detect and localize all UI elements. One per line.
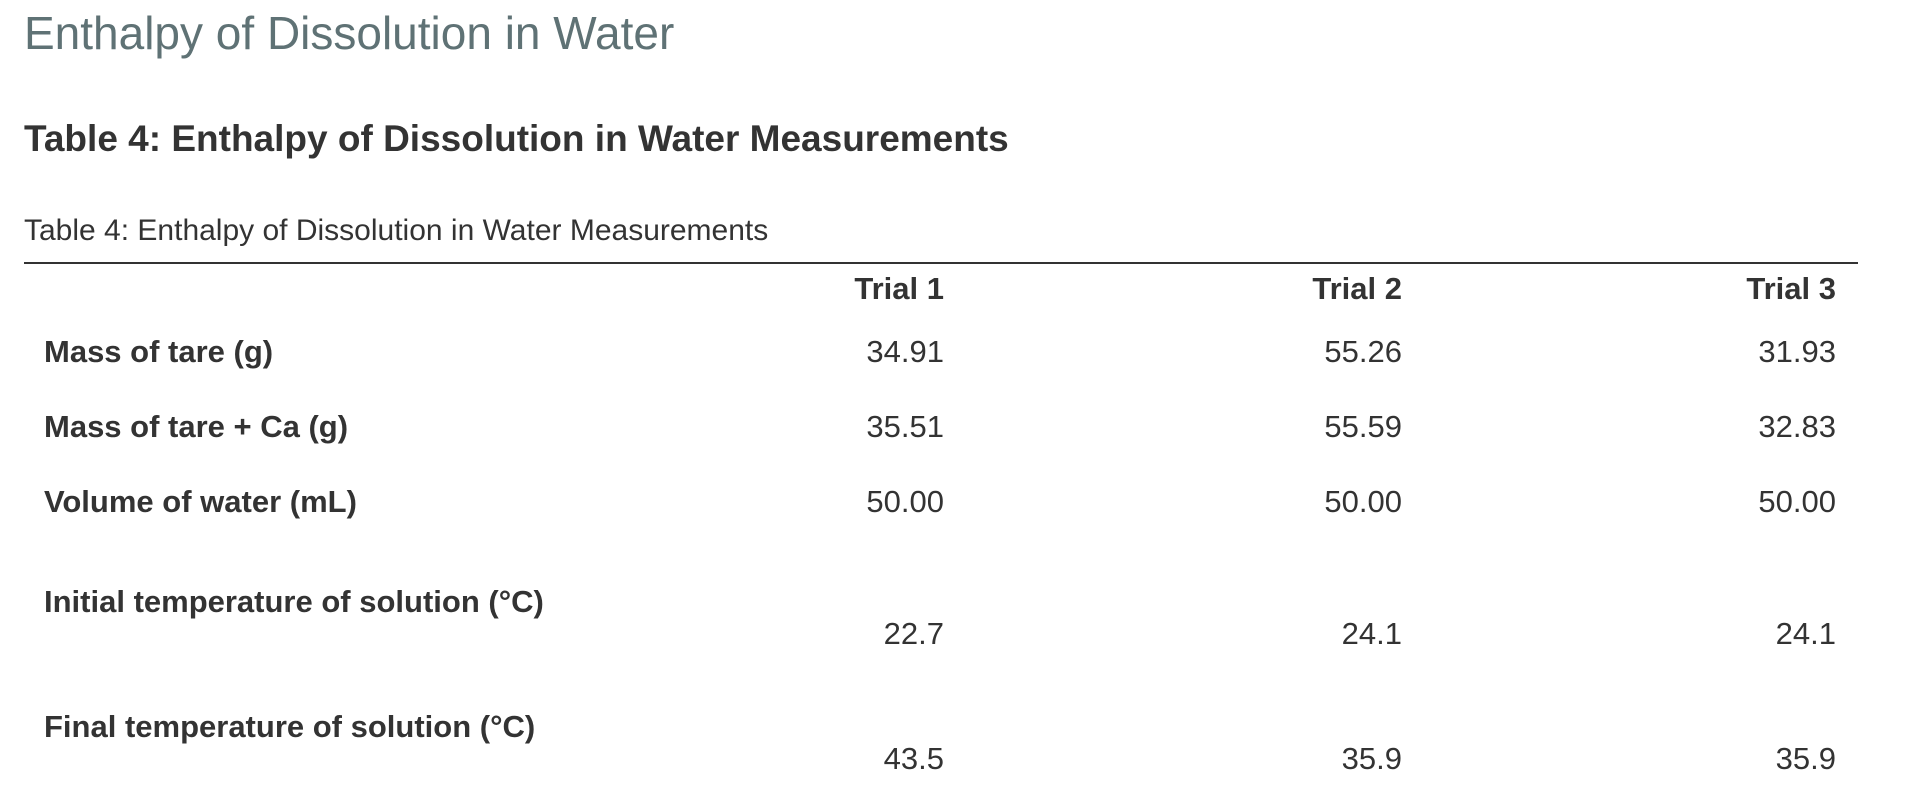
row-label: Mass of tare + Ca (g) [44,408,349,444]
table-row: Mass of tare + Ca (g) 35.51 55.59 32.83 [24,389,1858,464]
cell-value: 24.1 [1341,616,1402,651]
cell-value: 24.1 [1775,616,1836,651]
cell-value: 34.91 [866,333,944,369]
table-row: Initial temperature of solution (°C) 22.… [24,539,1858,664]
row-label: Volume of water (mL) [44,483,357,519]
cell-value: 50.00 [1324,483,1402,519]
cell-value: 35.51 [866,408,944,444]
cell-value: 55.26 [1324,333,1402,369]
cell-value: 55.59 [1324,408,1402,444]
cell-value: 50.00 [866,483,944,519]
column-header-trial-2: Trial 2 [1312,271,1402,306]
table-caption: Table 4: Enthalpy of Dissolution in Wate… [24,214,769,247]
row-label: Mass of tare (g) [44,333,274,369]
cell-value: 50.00 [1758,483,1836,519]
cell-value: 43.5 [883,741,944,776]
cell-value: 22.7 [883,616,944,651]
table-row: Volume of water (mL) 50.00 50.00 50.00 [24,464,1858,539]
caption-rule [24,262,1858,264]
table-header-row: Trial 1 Trial 2 Trial 3 [24,264,1858,314]
cell-value: 35.9 [1775,741,1836,776]
section-heading: Table 4: Enthalpy of Dissolution in Wate… [24,118,1009,159]
table-row: Final temperature of solution (°C) 43.5 … [24,664,1858,789]
column-header-label [24,264,594,314]
measurements-table: Trial 1 Trial 2 Trial 3 Mass of tare (g)… [24,264,1858,789]
page-title: Enthalpy of Dissolution in Water [24,7,675,59]
cell-value: 32.83 [1758,408,1836,444]
column-header-trial-1: Trial 1 [854,271,944,306]
table-row: Mass of tare (g) 34.91 55.26 31.93 [24,314,1858,389]
row-label: Initial temperature of solution (°C) [44,583,544,619]
row-label: Final temperature of solution (°C) [44,708,536,744]
cell-value: 31.93 [1758,333,1836,369]
cell-value: 35.9 [1341,741,1402,776]
column-header-trial-3: Trial 3 [1746,271,1836,306]
